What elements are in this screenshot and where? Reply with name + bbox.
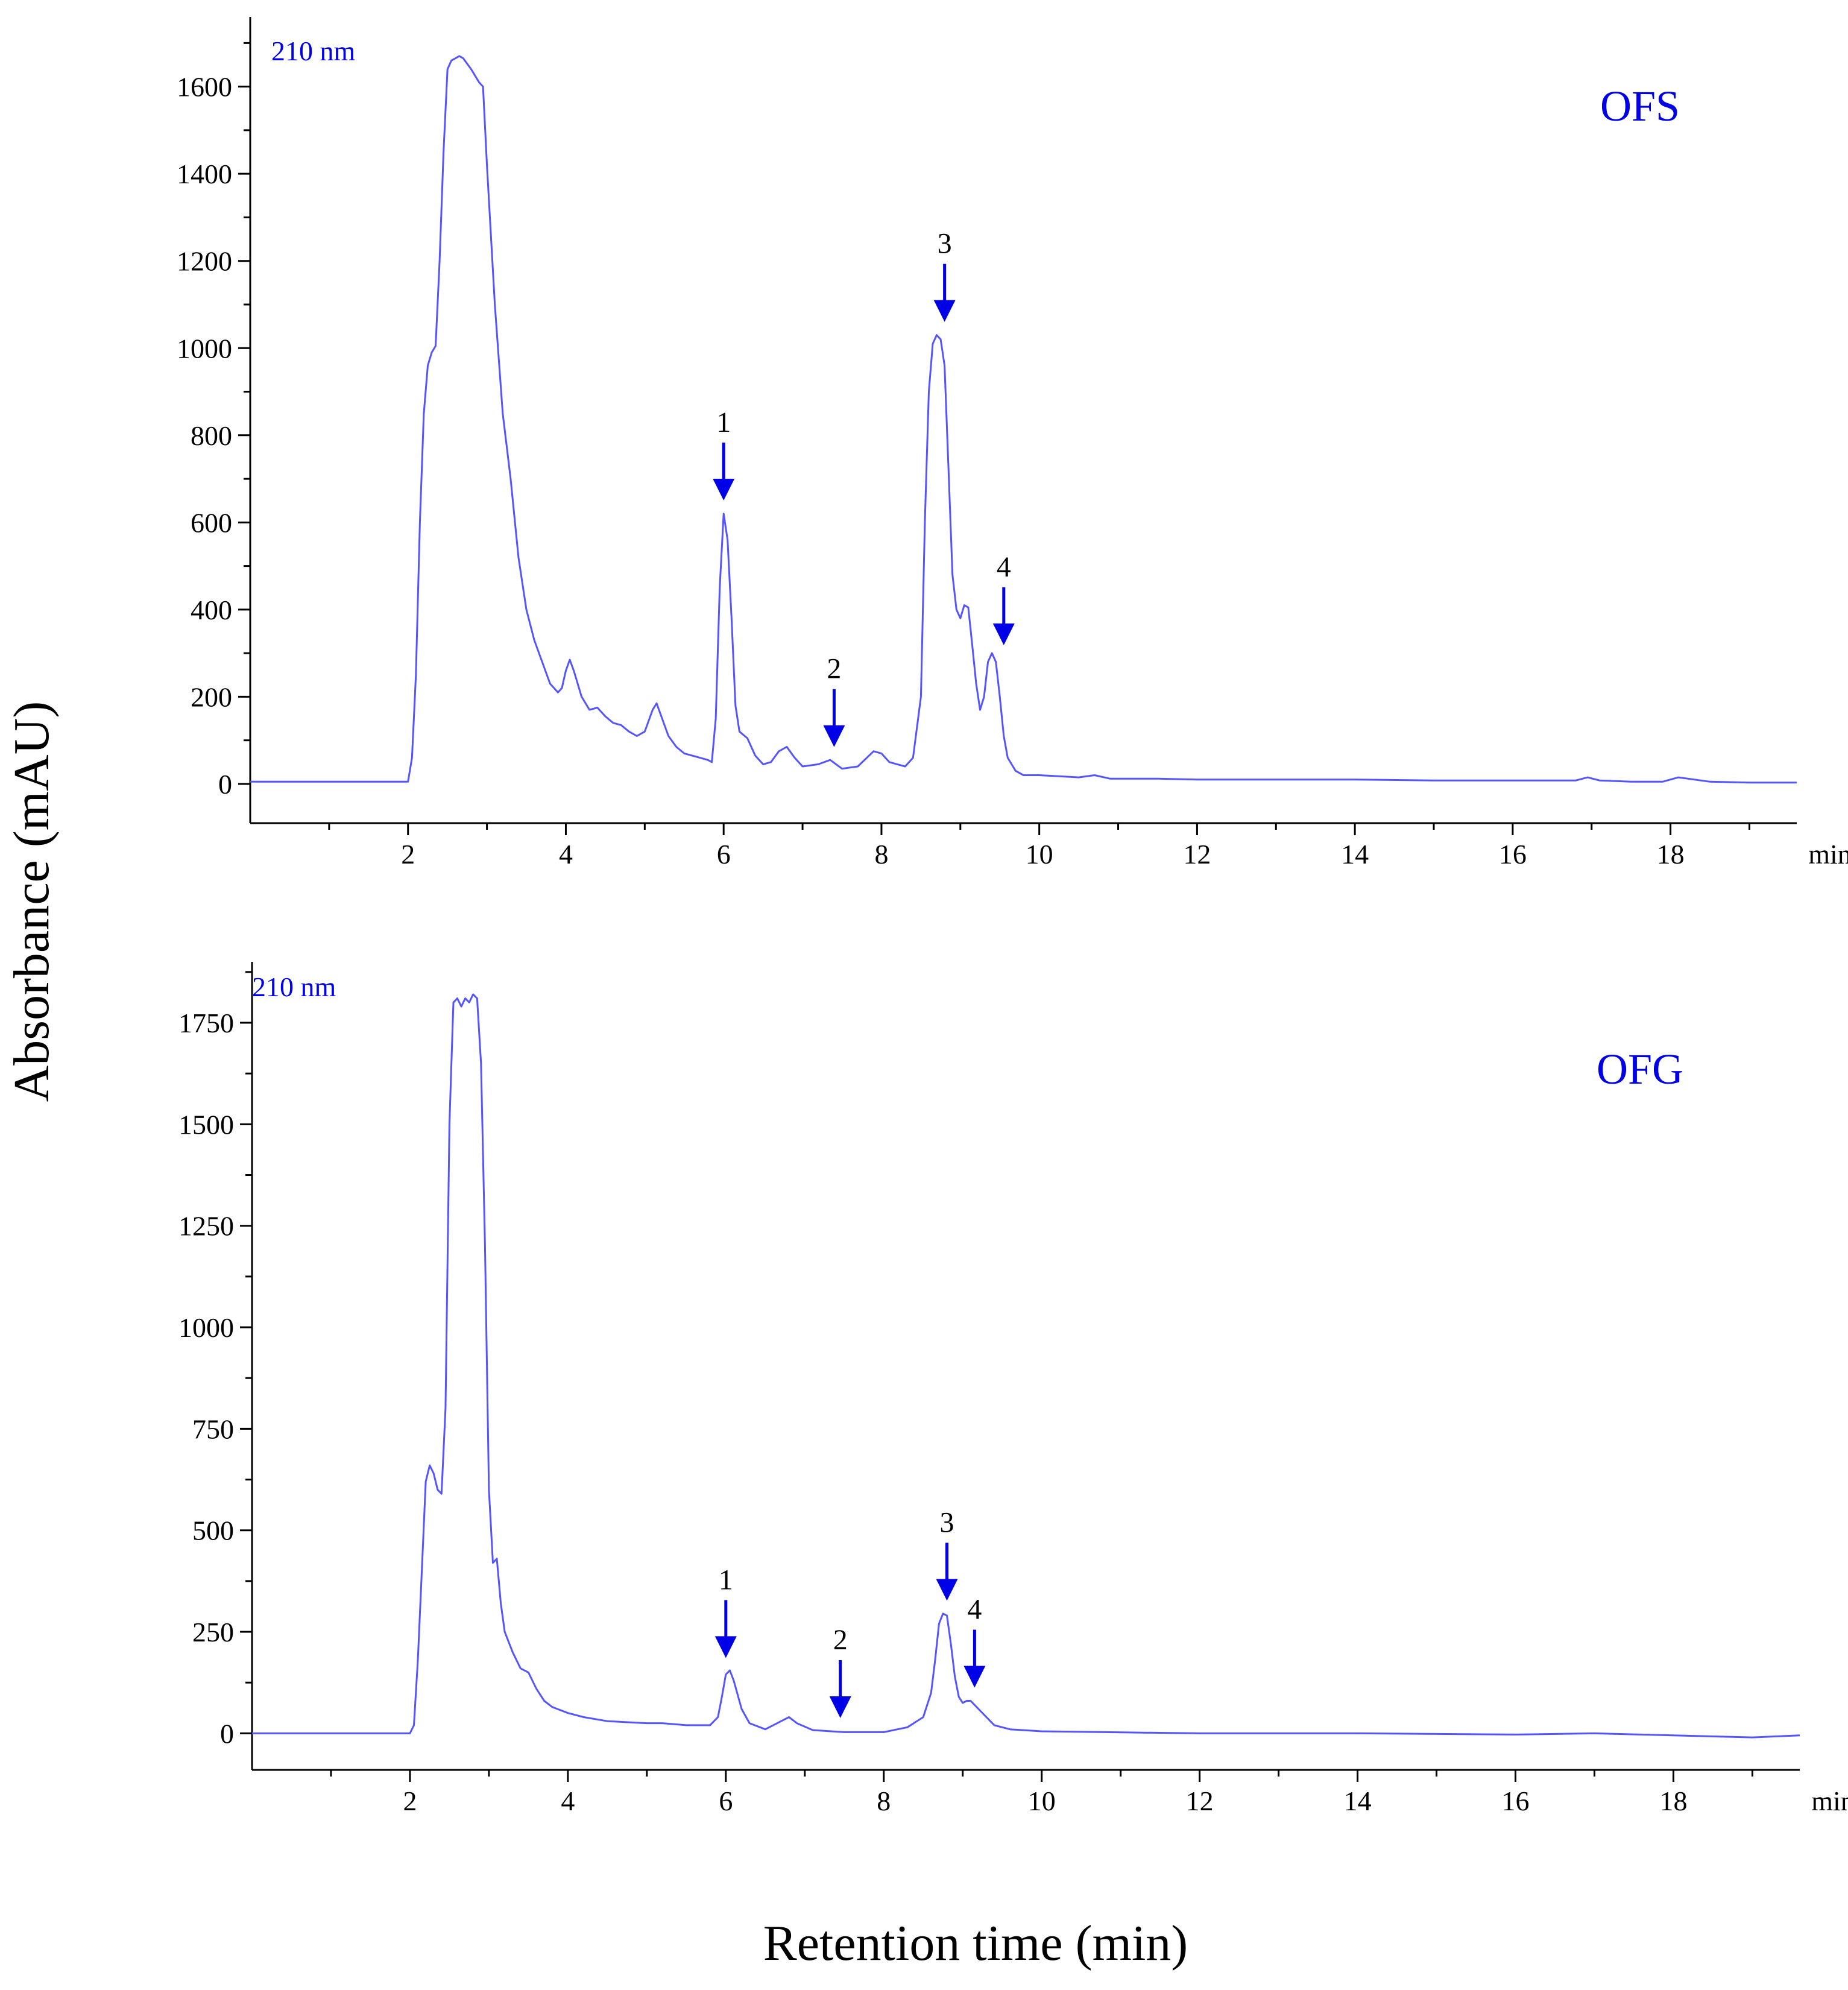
x-tick-label: 12: [1183, 839, 1211, 870]
peak-annotation-3: 3: [936, 1506, 958, 1601]
peak-arrow-head: [714, 1636, 737, 1658]
x-tick-label: 16: [1499, 839, 1527, 870]
y-tick-label: 1000: [178, 1312, 234, 1343]
y-tick-label: 1000: [177, 333, 232, 364]
peak-number-label: 2: [833, 1624, 848, 1656]
x-tick-label: 10: [1028, 1786, 1056, 1816]
x-tick-label: 10: [1026, 839, 1053, 870]
y-tick-label: 0: [220, 1718, 234, 1749]
x-tick-label: 12: [1186, 1786, 1214, 1816]
y-tick-label: 1750: [178, 1008, 234, 1038]
peak-arrow-head: [963, 1666, 986, 1688]
x-tick-label: 6: [719, 1786, 733, 1816]
y-tick-label: 750: [192, 1414, 234, 1444]
peak-number-label: 4: [997, 551, 1011, 583]
peak-annotation-1: 1: [713, 406, 735, 501]
y-tick-label: 400: [191, 595, 232, 625]
peak-annotation-2: 2: [829, 1624, 851, 1718]
x-tick-label: 6: [717, 839, 731, 870]
wavelength-label: 210 nm: [252, 971, 336, 1002]
x-tick-label: 8: [877, 1786, 891, 1816]
peak-arrow-head: [713, 478, 735, 501]
y-tick-label: 200: [191, 681, 232, 712]
y-tick-label: 0: [218, 769, 232, 800]
y-tick-label: 1500: [178, 1109, 234, 1140]
sample-label: OFG: [1597, 1045, 1683, 1093]
peak-arrow-head: [829, 1696, 851, 1718]
peak-annotation-4: 4: [963, 1594, 986, 1688]
x-axis-title: Retention time (min): [763, 1915, 1188, 1971]
x-tick-label: 14: [1341, 839, 1369, 870]
x-tick-label: 4: [559, 839, 573, 870]
peak-annotation-1: 1: [714, 1564, 737, 1658]
peak-arrow-head: [992, 623, 1015, 645]
sample-label: OFS: [1600, 82, 1680, 130]
peak-annotation-4: 4: [992, 551, 1015, 645]
peak-number-label: 2: [827, 653, 841, 685]
x-tick-label: 16: [1502, 1786, 1530, 1816]
peak-arrow-head: [936, 1579, 958, 1601]
x-tick-label: 2: [403, 1786, 417, 1816]
x-tick-label: 4: [561, 1786, 575, 1816]
peak-annotation-2: 2: [823, 653, 845, 747]
x-tick-label: 2: [401, 839, 415, 870]
peak-number-label: 4: [967, 1594, 982, 1626]
y-tick-label: 600: [191, 507, 232, 538]
chromatogram-trace: [252, 993, 1800, 1739]
y-tick-label: 1250: [178, 1211, 234, 1242]
x-unit-label: min: [1808, 839, 1848, 870]
y-tick-label: 1600: [177, 72, 232, 103]
y-tick-label: 1200: [177, 246, 232, 277]
y-axis-title: Absorbance (mAU): [4, 701, 60, 1102]
x-unit-label: min: [1811, 1786, 1848, 1816]
peak-annotation-3: 3: [933, 228, 956, 322]
wavelength-label: 210 nm: [271, 36, 356, 66]
x-tick-label: 18: [1659, 1786, 1687, 1816]
x-tick-label: 14: [1344, 1786, 1372, 1816]
y-tick-label: 250: [192, 1617, 234, 1647]
peak-number-label: 3: [940, 1506, 954, 1538]
y-tick-label: 500: [192, 1515, 234, 1546]
x-tick-label: 18: [1657, 839, 1685, 870]
peak-arrow-head: [823, 725, 845, 747]
peak-number-label: 3: [938, 228, 952, 260]
peak-number-label: 1: [716, 406, 731, 438]
x-tick-label: 8: [874, 839, 888, 870]
y-tick-label: 800: [191, 420, 232, 451]
peak-number-label: 1: [719, 1564, 733, 1596]
chromatogram-trace: [250, 55, 1797, 784]
peak-arrow-head: [933, 300, 956, 322]
y-tick-label: 1400: [177, 159, 232, 189]
